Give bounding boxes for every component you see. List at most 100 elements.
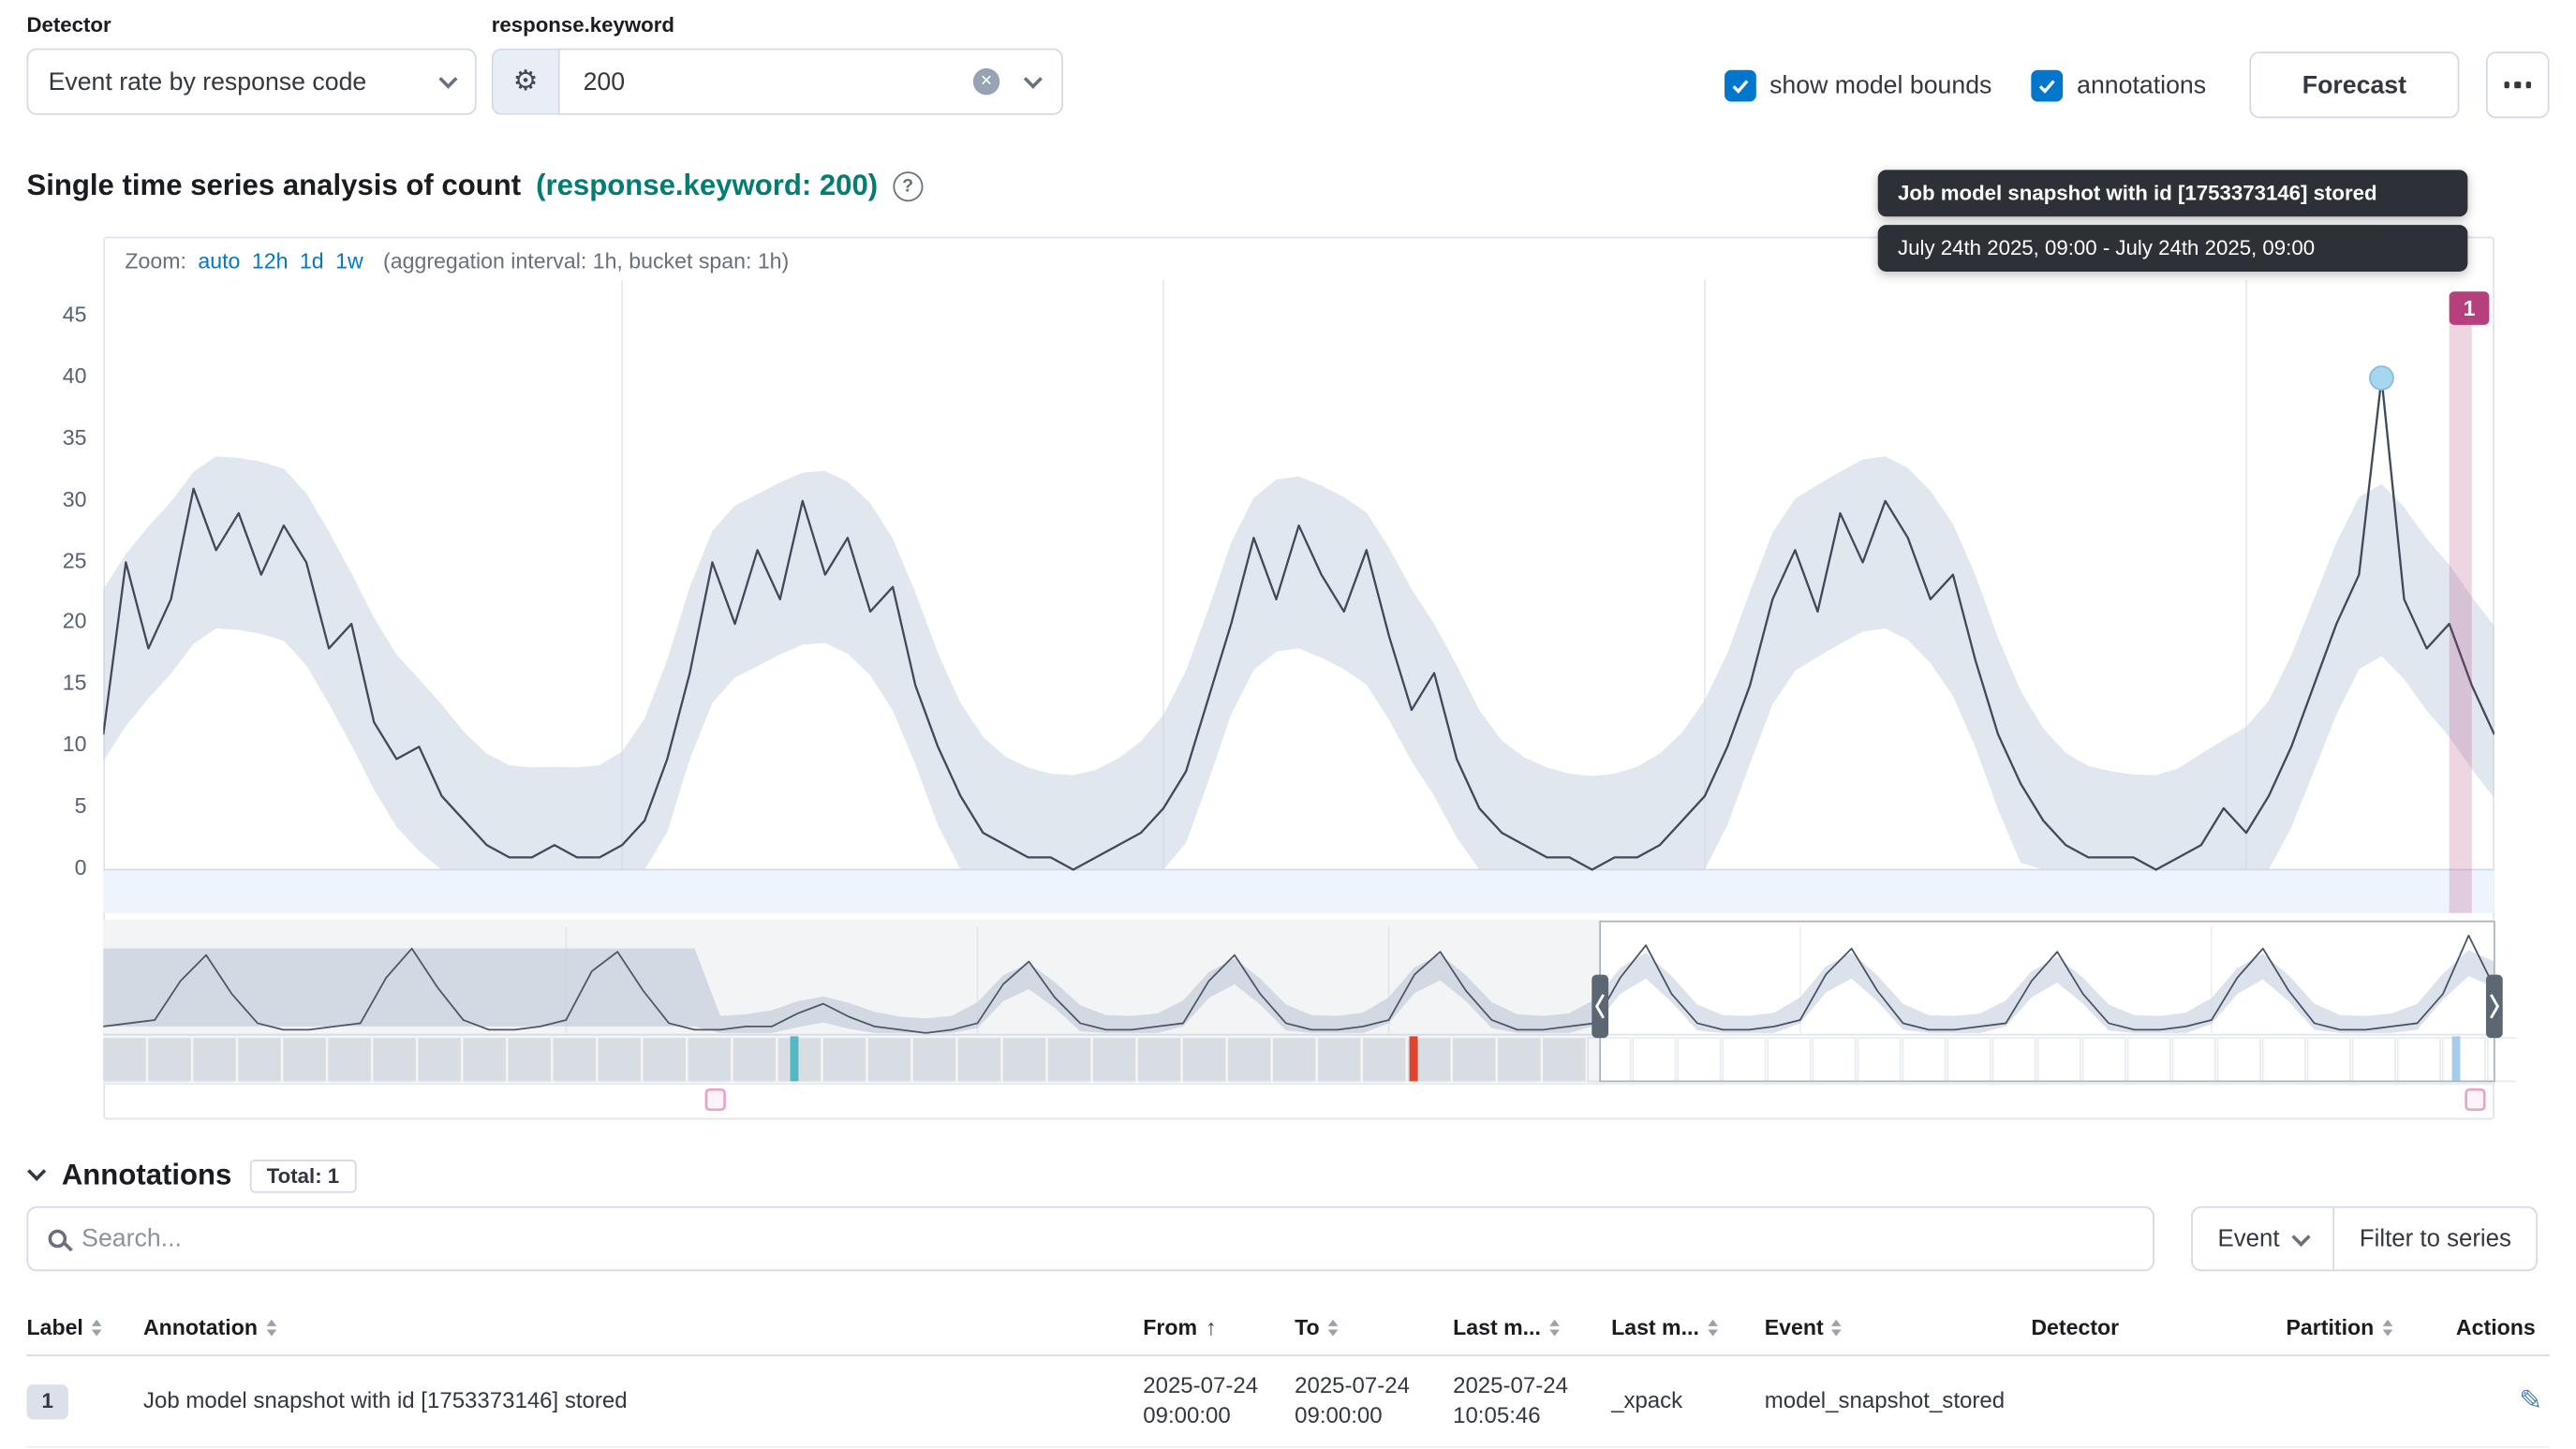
more-options-button[interactable] [2485,52,2550,119]
swimlane-cell[interactable] [1318,1038,1361,1082]
annotation-band[interactable] [2449,293,2472,913]
context-chart[interactable] [80,916,2516,1119]
filter-to-series-button[interactable]: Filter to series [2334,1208,2536,1270]
annotations-search-input[interactable] [81,1207,2133,1270]
swimlane-cell[interactable] [1767,1037,1812,1083]
swimlane-cell[interactable] [1991,1037,2036,1083]
annotations-checkbox[interactable] [2032,68,2064,101]
entity-settings-button[interactable]: ⚙ [491,48,558,115]
zoom-option-1d[interactable]: 1d [299,248,324,274]
help-icon[interactable]: ? [893,170,924,201]
swimlane-cell[interactable] [418,1038,461,1082]
main-chart[interactable]: 1 [103,237,2495,1120]
swimlane-cell[interactable] [373,1038,416,1082]
swimlane-cell[interactable] [957,1038,1001,1082]
brush-handle-right[interactable] [2485,974,2503,1039]
swimlane-marker[interactable] [2451,1036,2461,1082]
swimlane-marker[interactable] [790,1036,799,1082]
swimlane-cell[interactable] [1498,1038,1541,1082]
highlighted-point[interactable] [2369,365,2394,391]
swimlane-cell[interactable] [1947,1037,1991,1083]
swimlane-cell[interactable] [1543,1038,1586,1082]
table-row[interactable]: 1 Job model snapshot with id [1753373146]… [26,1356,2550,1449]
collapse-chevron-icon[interactable] [27,1161,47,1180]
swimlane-cell[interactable] [1632,1037,1677,1083]
swimlane-cell[interactable] [2126,1037,2171,1083]
edit-annotation-icon[interactable]: ✎ [2519,1383,2543,1416]
column-header-event[interactable]: Event [1765,1314,2032,1339]
swimlane-cell[interactable] [867,1038,911,1082]
swimlane-cell[interactable] [598,1038,641,1082]
swimlane-cell[interactable] [2306,1037,2351,1083]
swimlane-cell[interactable] [2396,1037,2441,1083]
swimlane-cell[interactable] [103,1038,146,1082]
swimlane-cell[interactable] [1182,1038,1226,1082]
column-header-label[interactable]: Label [26,1314,143,1339]
swimlane-cell[interactable] [643,1038,686,1082]
clear-icon[interactable]: × [972,67,1000,96]
swimlane-cell[interactable] [2036,1037,2081,1083]
swimlane-cell[interactable] [553,1038,596,1082]
swimlane-cell[interactable] [2351,1037,2396,1083]
swimlane-cell[interactable] [1453,1038,1496,1082]
swimlane-cell[interactable] [688,1038,731,1082]
swimlane-cell[interactable] [1857,1037,1902,1083]
swimlane-cell[interactable] [1363,1038,1406,1082]
swimlane-cell[interactable] [193,1038,236,1082]
sort-icon[interactable] [2382,1318,2392,1336]
swimlane-cell[interactable] [822,1038,866,1082]
swimlane-cell[interactable] [1902,1037,1947,1083]
column-header-annotation[interactable]: Annotation [143,1314,1143,1339]
annotations-toggle-label[interactable]: annotations [2077,70,2207,99]
swimlane-cell[interactable] [777,1038,822,1082]
swimlane-marker[interactable] [1409,1036,1418,1082]
column-header-partition[interactable]: Partition [2286,1314,2455,1339]
swimlane-cell[interactable] [283,1038,326,1082]
swimlane-cell[interactable] [1047,1038,1091,1082]
swimlane-cell[interactable] [2081,1037,2126,1083]
swimlane-cell[interactable] [1812,1037,1857,1083]
column-header-last-m-[interactable]: Last m... [1453,1314,1611,1339]
swimlane-cell[interactable] [508,1038,551,1082]
swimlane-cell[interactable] [733,1038,777,1082]
swimlane-cell[interactable] [2486,1037,2516,1083]
swimlane-cell[interactable] [1002,1038,1046,1082]
annotation-tick[interactable] [2465,1087,2486,1112]
swimlane-cell[interactable] [912,1038,956,1082]
detector-select[interactable]: Event rate by response code [26,48,477,115]
swimlane-cell[interactable] [148,1038,191,1082]
swimlane-cell[interactable] [238,1038,281,1082]
sort-icon[interactable] [265,1318,276,1336]
swimlane-cell[interactable] [328,1038,371,1082]
zoom-option-1w[interactable]: 1w [335,248,363,274]
column-header-from[interactable]: From ↑ [1143,1314,1217,1340]
swimlane-cell[interactable] [1677,1037,1722,1083]
swimlane-cell[interactable] [2216,1037,2261,1083]
forecast-button[interactable]: Forecast [2249,52,2460,119]
swimlane-cell[interactable] [1722,1037,1767,1083]
swimlane-cell[interactable] [1272,1038,1316,1082]
sort-icon[interactable] [1327,1318,1339,1336]
sort-icon[interactable] [1707,1318,1718,1336]
column-header-last-m-[interactable]: Last m... [1611,1314,1765,1339]
zoom-option-auto[interactable]: auto [198,248,241,274]
swimlane-cell[interactable] [2171,1037,2216,1083]
sort-icon[interactable] [91,1318,102,1336]
swimlane-cell[interactable] [1092,1038,1136,1082]
sort-icon[interactable] [1548,1318,1560,1336]
event-filter-button[interactable]: Event [2193,1207,2335,1270]
swimlane-cell[interactable] [2261,1037,2306,1083]
show-model-bounds-checkbox[interactable] [1725,68,1756,101]
annotation-actions-cell[interactable]: ✎ [2456,1382,2550,1421]
brush-handle-left[interactable] [1591,974,1609,1039]
annotation-badge[interactable] [2449,291,2490,325]
zoom-option-12h[interactable]: 12h [251,248,289,274]
swimlane-cell[interactable] [2441,1037,2486,1083]
column-header-to[interactable]: To [1295,1314,1453,1339]
annotations-heading[interactable]: Annotations [61,1158,232,1191]
swimlane-cell[interactable] [463,1038,506,1082]
sort-ascending-icon[interactable]: ↑ [1205,1314,1217,1340]
annotation-tick[interactable] [704,1087,726,1112]
show-model-bounds-label[interactable]: show model bounds [1769,70,1992,99]
sort-icon[interactable] [1831,1318,1843,1336]
